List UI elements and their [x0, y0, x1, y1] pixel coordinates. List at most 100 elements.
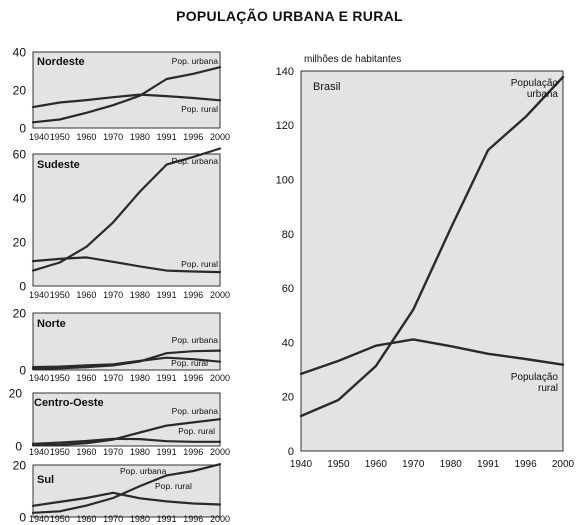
nordeste-xtick-label: 1960 [76, 132, 96, 142]
sudeste-urban-point [192, 156, 195, 158]
norte-region-label: Norte [37, 318, 66, 330]
centro-oeste-xtick-label: 1950 [50, 447, 70, 457]
sul-urban-line [31, 463, 222, 514]
sudeste-rural-line [31, 256, 222, 274]
centro-oeste-urban-point [58, 444, 61, 446]
sul-rural-point [139, 497, 141, 500]
brasil-xtick-label: 1950 [327, 459, 350, 470]
sul-urban-point [192, 470, 195, 472]
sul-urban-point [112, 497, 114, 499]
brasil-urban-point [487, 149, 489, 151]
sudeste-xtick-label: 1991 [157, 290, 177, 300]
brasil-xtick-label: 2000 [552, 459, 575, 470]
norte-urban-label: Pop. urbana [172, 335, 219, 345]
centro-oeste-rural-point [112, 438, 114, 440]
nordeste-ytick-label: 20 [13, 83, 27, 97]
brasil-xtick-label: 1970 [402, 459, 425, 470]
centro-oeste-urban-point [165, 424, 168, 427]
norte-xtick-label: 1940 [29, 373, 49, 383]
norte-xtick-label: 2000 [210, 373, 230, 383]
nordeste-xtick-label: 1996 [183, 132, 203, 142]
norte-ytick-label: 20 [13, 306, 27, 320]
sul-xtick-label: 1980 [130, 514, 150, 524]
sul-rural-point [219, 503, 221, 506]
nordeste-rural-point [85, 99, 88, 101]
brasil-rural-line [299, 338, 565, 376]
brasil-rural-point [449, 345, 452, 348]
norte-rural-point [219, 360, 221, 363]
sul-rural-point [58, 501, 61, 503]
sul-rural-point [112, 492, 114, 494]
nordeste-urban-point [58, 118, 61, 121]
sul-xtick-label: 1991 [157, 514, 177, 524]
sudeste-rural-point [32, 260, 34, 262]
centro-oeste-xtick-label: 1991 [157, 447, 177, 457]
brasil-rural-point [524, 358, 527, 360]
sudeste-region-label: Sudeste [37, 159, 80, 171]
centro-oeste-rural-line [31, 437, 222, 445]
sul-rural-line [31, 491, 222, 507]
brasil-rural-label: População rural [511, 372, 559, 394]
sudeste-urban-point [219, 147, 221, 150]
sudeste-xtick-label: 1940 [29, 290, 49, 300]
norte-rural-point [112, 363, 114, 366]
brasil-xtick-label: 1996 [514, 459, 537, 470]
brasil-xtick-label: 1980 [440, 459, 463, 470]
nordeste-rural-point [32, 106, 34, 108]
sul-rural-point [85, 497, 88, 499]
brasil-ytick-label: 140 [276, 66, 294, 78]
brasil-ylabel: milhões de habitantes [304, 54, 401, 65]
centro-oeste-rural-point [85, 440, 88, 442]
norte-urban-point [165, 352, 168, 354]
sudeste-ytick-label: 60 [13, 147, 27, 161]
brasil-ytick-label: 80 [282, 229, 294, 241]
norte-rural-point [58, 365, 61, 368]
nordeste-rural-point [192, 97, 195, 99]
centro-oeste-xtick-label: 2000 [210, 447, 230, 457]
brasil-rural-point [412, 338, 415, 341]
sudeste-urban-point [32, 269, 34, 272]
centro-oeste-rural-point [192, 440, 195, 443]
norte-ytick-label: 0 [19, 363, 26, 377]
sul-region-label: Sul [37, 474, 54, 486]
centro-oeste-rural-point [32, 443, 34, 445]
sudeste-urban-point [58, 261, 61, 264]
sul-xtick-label: 1940 [29, 514, 49, 524]
nordeste-urban-point [85, 112, 88, 114]
sul-rural-label: Pop. rural [155, 481, 192, 491]
brasil-ytick-label: 100 [276, 175, 294, 187]
nordeste-rural-point [58, 101, 61, 104]
sul-urban-point [139, 485, 141, 487]
sudeste-urban-point [112, 221, 114, 224]
brasil-urban-point [375, 365, 377, 367]
norte-xtick-label: 1950 [50, 373, 70, 383]
page-title: POPULAÇÃO URBANA E RURAL [176, 8, 403, 24]
sul-urban-point [32, 512, 34, 514]
brasil-ytick-label: 120 [276, 120, 294, 132]
norte-xtick-label: 1996 [183, 373, 203, 383]
centro-oeste-rural-label: Pop. rural [178, 426, 215, 436]
sudeste-rural-point [165, 269, 168, 272]
nordeste-rural-label: Pop. rural [181, 104, 218, 114]
brasil-urban-label: População urbana [511, 78, 559, 100]
norte-xtick-label: 1980 [130, 373, 150, 383]
sul-rural-point [32, 505, 34, 507]
sudeste-xtick-label: 1970 [103, 290, 123, 300]
brasil-urban-point [300, 415, 302, 417]
nordeste-region-label: Nordeste [37, 56, 85, 68]
nordeste-rural-point [139, 93, 141, 96]
brasil-ytick-label: 60 [282, 283, 294, 295]
centro-oeste-rural-point [165, 440, 168, 443]
sudeste-ytick-label: 0 [19, 279, 26, 293]
sul-rural-point [192, 502, 195, 505]
brasil-xtick-label: 1940 [290, 459, 313, 470]
nordeste-rural-point [165, 95, 168, 97]
brasil-urban-point [412, 308, 415, 311]
nordeste-urban-point [165, 78, 168, 80]
sul-urban-point [85, 504, 88, 507]
centro-oeste-xtick-label: 1980 [130, 447, 150, 457]
sul-ytick-label: 0 [19, 510, 26, 524]
sul-ytick-label: 20 [13, 458, 27, 472]
brasil-rural-point [487, 353, 489, 355]
sudeste-xtick-label: 1950 [50, 290, 70, 300]
